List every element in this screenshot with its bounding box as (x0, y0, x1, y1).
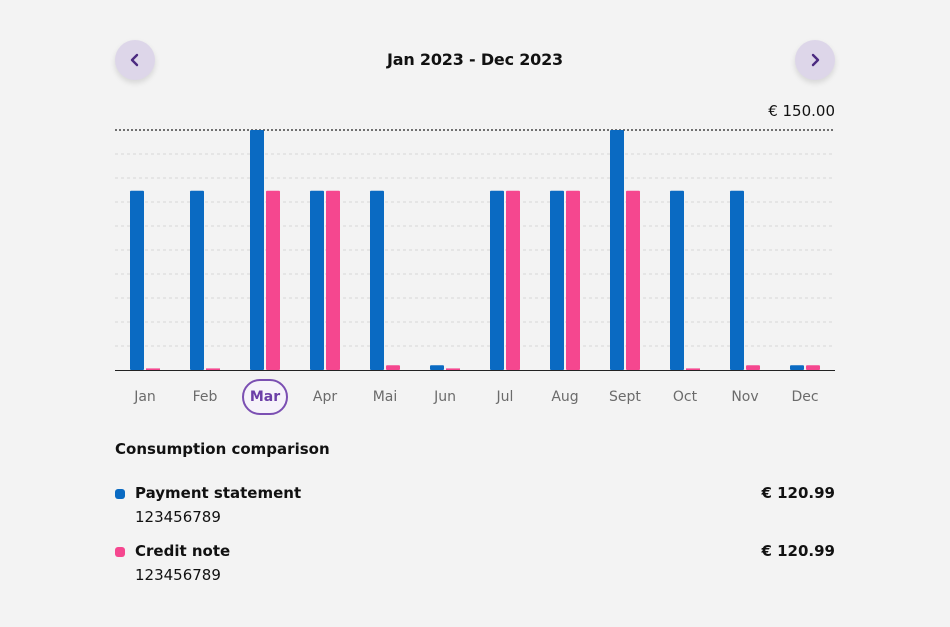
month-tab-apr[interactable]: Apr (312, 389, 338, 405)
bar-payment-mai[interactable] (370, 190, 384, 370)
bar-payment-mar[interactable] (250, 130, 264, 370)
legend-amount: € 120.99 (761, 542, 835, 560)
bar-payment-jan[interactable] (130, 190, 144, 370)
bar-chart (115, 129, 835, 371)
comparison-title: Consumption comparison (115, 440, 330, 458)
chevron-right-icon (811, 53, 820, 67)
bar-credit-sept[interactable] (626, 190, 640, 370)
month-tab-feb[interactable]: Feb (192, 389, 218, 405)
previous-period-button[interactable] (115, 40, 155, 80)
y-max-label: € 150.00 (768, 102, 835, 120)
bar-payment-oct[interactable] (670, 190, 684, 370)
bar-payment-sept[interactable] (610, 130, 624, 370)
month-tab-jan[interactable]: Jan (134, 389, 156, 405)
bar-credit-dec[interactable] (806, 365, 820, 370)
bar-credit-mai[interactable] (386, 365, 400, 370)
bar-credit-mar[interactable] (266, 190, 280, 370)
bar-credit-jun[interactable] (446, 368, 460, 370)
bar-credit-aug[interactable] (566, 190, 580, 370)
month-tab-jun[interactable]: Jun (434, 389, 456, 405)
credit-legend-dot (115, 547, 125, 557)
legend-name: Credit note (135, 542, 231, 560)
month-tab-jul[interactable]: Jul (496, 389, 514, 405)
month-tab-mar[interactable]: Mar (242, 379, 288, 415)
payment-legend-dot (115, 489, 125, 499)
period-title: Jan 2023 - Dec 2023 (387, 50, 563, 69)
bar-payment-feb[interactable] (190, 190, 204, 370)
month-tab-sept[interactable]: Sept (609, 389, 641, 405)
bar-payment-nov[interactable] (730, 190, 744, 370)
bar-credit-apr[interactable] (326, 190, 340, 370)
bar-credit-jul[interactable] (506, 190, 520, 370)
month-tab-dec[interactable]: Dec (791, 389, 819, 405)
next-period-button[interactable] (795, 40, 835, 80)
chevron-left-icon (130, 53, 139, 67)
legend-id: 123456789 (135, 566, 221, 584)
bar-credit-feb[interactable] (206, 368, 220, 370)
bar-credit-oct[interactable] (686, 368, 700, 370)
bar-credit-nov[interactable] (746, 365, 760, 370)
bar-payment-aug[interactable] (550, 190, 564, 370)
month-tab-nov[interactable]: Nov (731, 389, 759, 405)
bar-payment-jul[interactable] (490, 190, 504, 370)
month-tab-aug[interactable]: Aug (551, 389, 579, 405)
legend-amount: € 120.99 (761, 484, 835, 502)
month-tab-mai[interactable]: Mai (372, 389, 398, 405)
bar-credit-jan[interactable] (146, 368, 160, 370)
month-tab-oct[interactable]: Oct (672, 389, 698, 405)
bar-payment-dec[interactable] (790, 365, 804, 370)
bar-payment-apr[interactable] (310, 190, 324, 370)
legend-name: Payment statement (135, 484, 302, 502)
bar-payment-jun[interactable] (430, 365, 444, 370)
legend-id: 123456789 (135, 508, 221, 526)
